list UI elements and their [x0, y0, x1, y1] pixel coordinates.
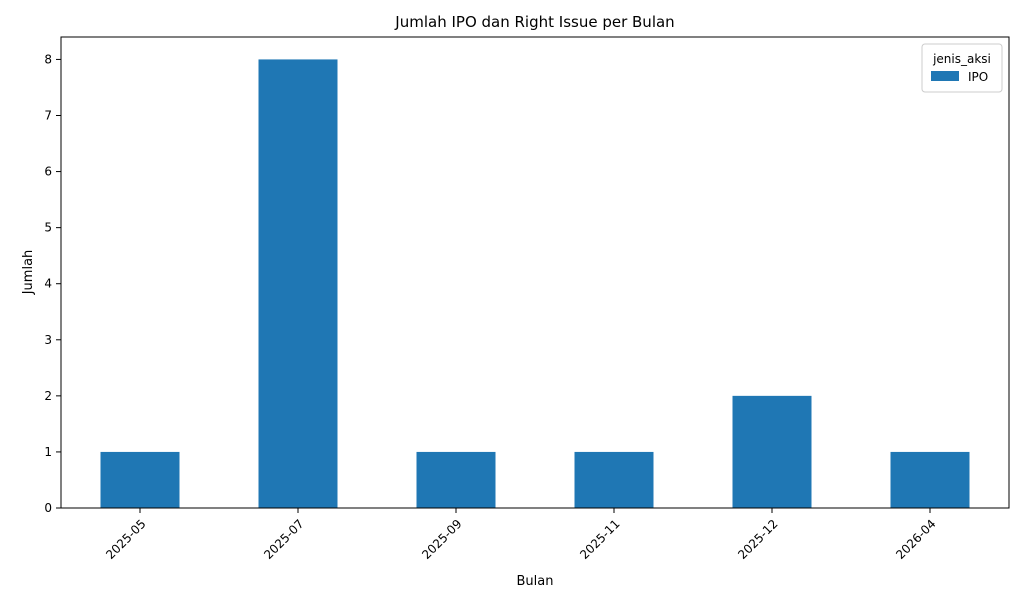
y-tick-label: 5 [44, 221, 52, 235]
y-axis: 0 1 2 3 4 5 6 7 8 [44, 52, 61, 515]
y-tick-label: 8 [44, 52, 52, 66]
x-axis: 2025-05 2025-07 2025-09 2025-11 2025-12 2026-… [103, 508, 939, 562]
y-tick-label: 3 [44, 333, 52, 347]
legend-label: IPO [968, 70, 988, 84]
x-tick-label: 2025-11 [577, 517, 622, 562]
y-tick-label: 6 [44, 165, 52, 179]
bar-2025-07 [258, 59, 338, 509]
x-axis-label: Bulan [517, 574, 554, 589]
y-axis-label: Jumlah [21, 250, 36, 296]
chart-title: Jumlah IPO dan Right Issue per Bulan [394, 13, 674, 31]
x-tick-label: 2026-04 [893, 517, 938, 562]
bar-2025-05 [100, 451, 180, 508]
y-tick-label: 2 [44, 389, 52, 403]
legend-title: jenis_aksi [932, 52, 991, 66]
x-tick-label: 2025-12 [735, 517, 780, 562]
y-tick-label: 1 [44, 445, 52, 459]
bar-2025-12 [732, 395, 812, 508]
y-tick-label: 4 [44, 277, 52, 291]
x-tick-label: 2025-09 [419, 517, 464, 562]
x-tick-label: 2025-05 [103, 517, 148, 562]
legend-swatch [931, 71, 959, 81]
bar-2025-11 [574, 451, 654, 508]
legend: jenis_aksi IPO [921, 43, 1003, 93]
y-tick-label: 0 [44, 501, 52, 515]
bar-2025-09 [416, 451, 496, 508]
x-tick-label: 2025-07 [261, 517, 306, 562]
bars-layer [100, 59, 970, 509]
y-tick-label: 7 [44, 109, 52, 123]
bar-2026-04 [890, 451, 970, 508]
plot-frame [60, 36, 1010, 509]
